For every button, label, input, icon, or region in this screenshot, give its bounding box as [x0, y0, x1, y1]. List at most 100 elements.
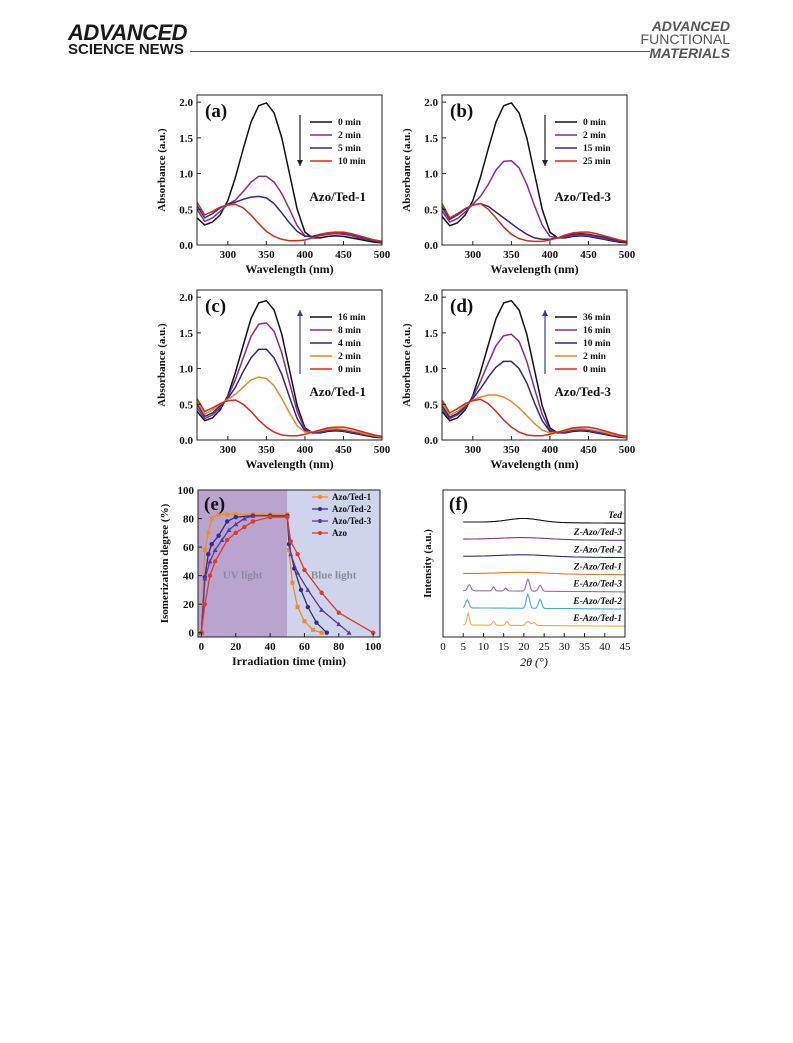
- y-axis-label: Intensity (a.u.): [422, 529, 434, 598]
- trace-label: Z-Azo/Ted-3: [573, 528, 622, 538]
- plot-frame: [197, 489, 381, 638]
- data-point: [241, 516, 247, 521]
- data-point: [216, 512, 221, 517]
- series-line-1: [196, 175, 383, 243]
- data-point: [202, 601, 208, 607]
- trace-label: E-Azo/Ted-2: [572, 597, 622, 607]
- legend-label: 4 min: [338, 339, 362, 349]
- x-tick-label: 35: [579, 641, 591, 653]
- x-tick-label: 300: [220, 444, 237, 456]
- trace-label: E-Azo/Ted-3: [572, 580, 622, 590]
- legend-label: 0 min: [583, 118, 607, 128]
- x-tick-label: 300: [220, 249, 237, 261]
- x-tick-label: 450: [335, 444, 352, 456]
- y-axis-label: Absorbance (a.u.): [401, 128, 413, 212]
- x-tick-label: 450: [580, 444, 597, 456]
- region-shade: [287, 490, 380, 637]
- plot-frame: [441, 94, 628, 246]
- data-point: [202, 575, 208, 581]
- x-tick-label: 10: [478, 641, 490, 653]
- y-tick-label: 1.5: [179, 133, 193, 145]
- chart-4: UV light Blue light 0 20 40 60 80 100 0 20 40 60 80 1…: [159, 485, 382, 668]
- logo-science-news: SCIENCE NEWS: [68, 41, 184, 58]
- series-line-4: [463, 577, 625, 593]
- series-line-2: [441, 202, 628, 243]
- sample-label: Azo/Ted-3: [554, 189, 611, 204]
- y-tick-label: 0.0: [424, 435, 438, 447]
- series-line-0: [463, 517, 625, 524]
- data-point: [225, 512, 230, 517]
- data-point: [319, 607, 325, 612]
- x-axis-label: Wavelength (nm): [490, 457, 578, 471]
- x-tick-label: 500: [374, 249, 391, 261]
- legend-label: 36 min: [583, 313, 611, 323]
- chart-2: 300 350 400 450 500 0.0 0.5 1.0 1.5 2.0 Wavelength…: [156, 289, 391, 471]
- journal-line-1: ADVANCED: [651, 18, 730, 34]
- data-point: [336, 610, 341, 615]
- panel-label: (a): [205, 101, 227, 122]
- x-tick-label: 20: [518, 641, 530, 653]
- chart-3: 300 350 400 450 500 0.0 0.5 1.0 1.5 2.0 Wavelength…: [401, 289, 636, 471]
- series-line-4: [196, 398, 383, 438]
- series-line-1: [463, 537, 625, 541]
- x-tick-label: 350: [503, 249, 520, 261]
- y-tick-label: 80: [183, 514, 195, 526]
- data-point: [295, 605, 300, 610]
- data-point: [250, 519, 256, 524]
- x-axis-label: Wavelength (nm): [490, 262, 578, 276]
- data-point: [290, 580, 295, 585]
- data-point: [242, 524, 247, 530]
- y-tick-label: 0: [189, 628, 195, 640]
- panel-label: (d): [450, 296, 473, 317]
- data-point: [224, 519, 230, 524]
- y-tick-label: 0.5: [424, 204, 438, 216]
- plot-frame: [196, 289, 383, 441]
- region-label: Blue light: [311, 569, 357, 581]
- trend-arrow-head: [542, 160, 548, 166]
- data-point: [314, 620, 319, 625]
- data-point: [233, 521, 239, 527]
- x-tick-label: 300: [465, 249, 482, 261]
- data-point: [233, 514, 238, 520]
- series-line-0: [200, 513, 322, 634]
- x-axis-label: Wavelength (nm): [245, 262, 333, 276]
- legend-label: 10 min: [583, 339, 611, 349]
- x-tick-label: 500: [374, 444, 391, 456]
- y-tick-label: 0.0: [424, 240, 438, 252]
- panel-label: (b): [450, 101, 473, 122]
- data-point: [319, 630, 324, 635]
- data-point: [206, 530, 211, 535]
- legend-label: 0 min: [583, 365, 607, 375]
- legend-label: 0 min: [338, 365, 362, 375]
- trace-label: Z-Azo/Ted-2: [573, 545, 622, 555]
- legend-label: 2 min: [583, 131, 607, 141]
- data-point: [302, 619, 307, 624]
- data-point: [207, 573, 213, 578]
- y-tick-label: 0.5: [179, 204, 193, 216]
- series-line-5: [462, 592, 625, 610]
- legend-marker: [318, 531, 322, 535]
- x-tick-label: 100: [365, 641, 382, 653]
- legend-marker: [318, 495, 322, 499]
- data-point: [216, 533, 221, 538]
- x-tick-label: 25: [539, 641, 551, 653]
- legend-label: Azo: [332, 528, 347, 538]
- legend-label: 2 min: [338, 131, 362, 141]
- series-line-3: [196, 201, 383, 243]
- plot-frame: [196, 94, 383, 246]
- legend-label: Azo/Ted-1: [332, 492, 372, 502]
- trace-label: Ted: [608, 511, 622, 521]
- sample-label: Azo/Ted-1: [309, 384, 366, 399]
- x-axis-label: 2θ (°): [520, 655, 548, 669]
- legend-label: 8 min: [338, 326, 362, 336]
- data-point: [298, 587, 304, 593]
- series-line-3: [196, 376, 383, 438]
- data-point: [336, 621, 342, 627]
- y-tick-label: 1.0: [424, 364, 438, 376]
- x-axis-label: Wavelength (nm): [245, 457, 333, 471]
- sample-label: Azo/Ted-3: [554, 384, 611, 399]
- y-axis-label: Absorbance (a.u.): [156, 323, 168, 407]
- y-tick-label: 60: [183, 542, 195, 554]
- publisher-logo: ADVANCED SCIENCE NEWS: [68, 22, 188, 58]
- data-point: [285, 514, 290, 520]
